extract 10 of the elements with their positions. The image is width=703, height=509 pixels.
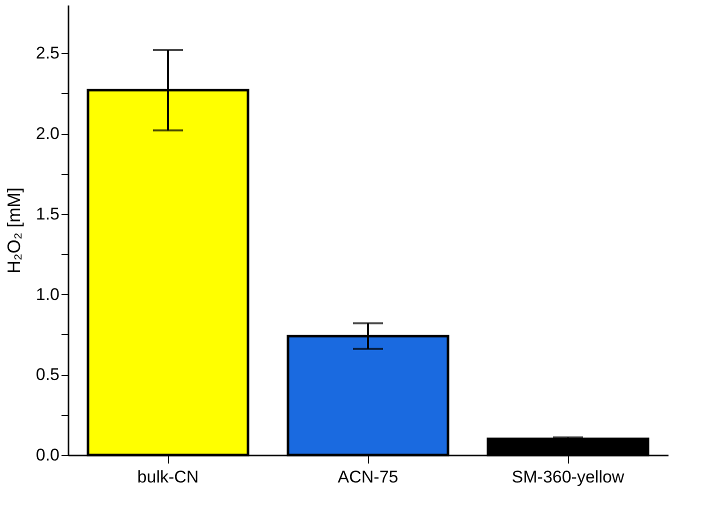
y-tick-label: 0.0 [36,446,60,464]
y-axis-title: H₂O₂ [mM] [4,188,24,274]
y-tick-label: 0.5 [36,365,60,384]
y-tick-label: 2.0 [36,124,60,144]
y-tick-label: 1.5 [36,204,60,224]
y-tick-label: 1.0 [36,284,60,304]
x-tick-label: SM-360-yellow [512,468,625,486]
x-tick-label: bulk-CN [137,468,199,486]
x-tick-label: ACN-75 [338,468,398,486]
y-tick-label: 2.5 [36,44,60,63]
